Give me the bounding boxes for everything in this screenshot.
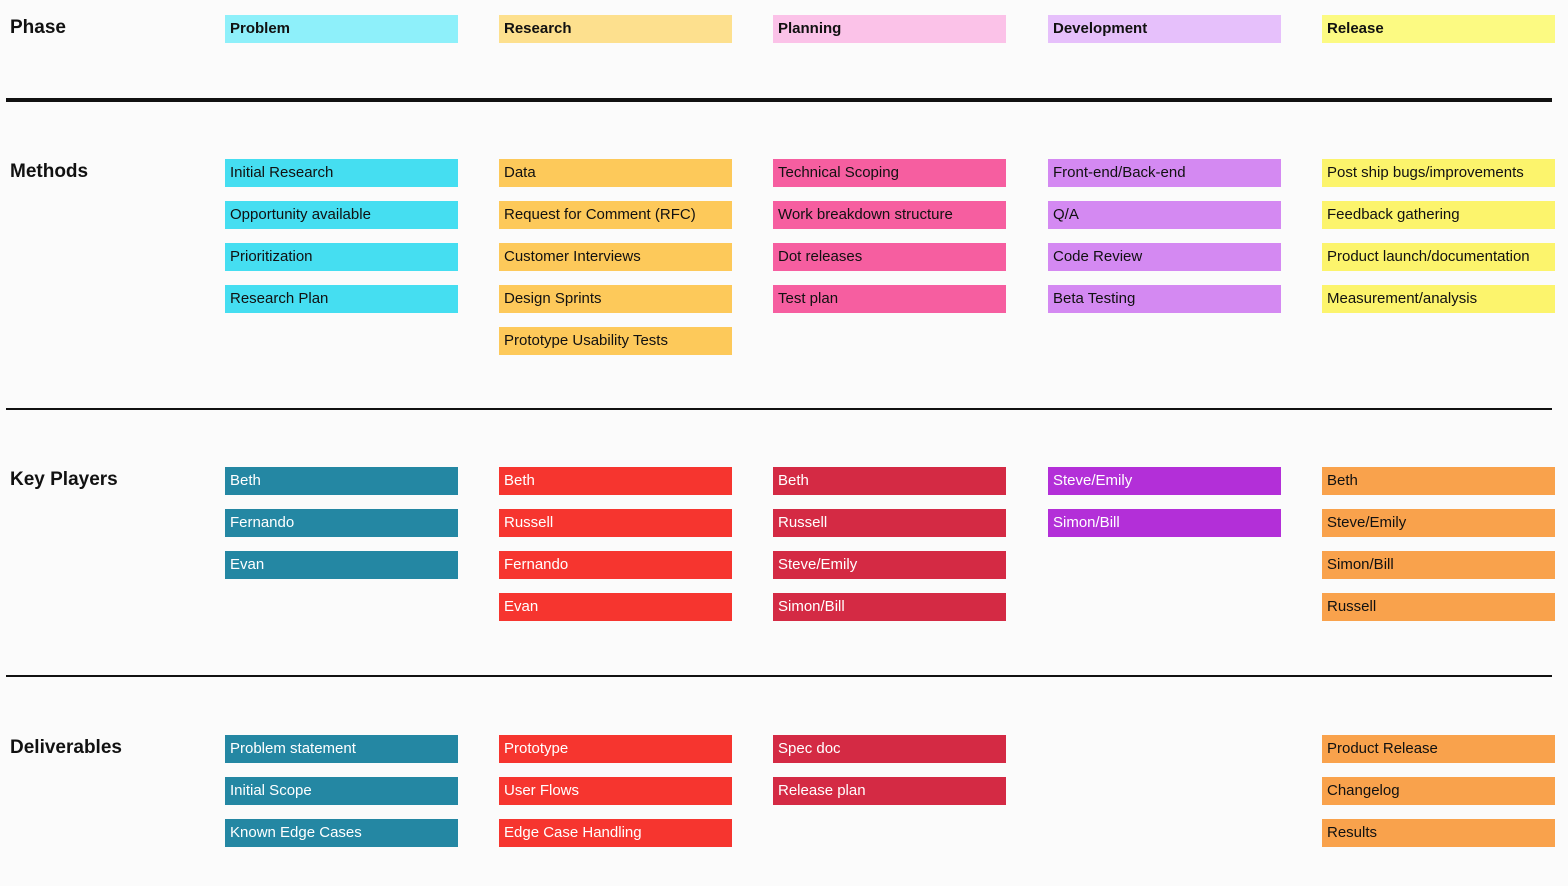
player-tag[interactable]: Russell [773,509,1006,537]
player-tag[interactable]: Steve/Emily [1322,509,1555,537]
player-tag[interactable]: Beth [773,467,1006,495]
deliverable-tag[interactable]: Release plan [773,777,1006,805]
phase-column-release: Release [1322,15,1555,57]
phase-column-research: Research [499,15,732,57]
method-tag[interactable]: Request for Comment (RFC) [499,201,732,229]
key-players-column-release: Beth Steve/Emily Simon/Bill Russell [1322,467,1555,635]
method-tag[interactable]: Design Sprints [499,285,732,313]
phase-tag-research[interactable]: Research [499,15,732,43]
method-tag[interactable]: Customer Interviews [499,243,732,271]
methods-column-planning: Technical Scoping Work breakdown structur… [773,159,1006,327]
phase-tag-planning[interactable]: Planning [773,15,1006,43]
key-players-column-problem: Beth Fernando Evan [225,467,458,593]
player-tag[interactable]: Fernando [225,509,458,537]
player-tag[interactable]: Simon/Bill [1322,551,1555,579]
phase-column-planning: Planning [773,15,1006,57]
player-tag[interactable]: Beth [499,467,732,495]
phase-tag-problem[interactable]: Problem [225,15,458,43]
deliverable-tag[interactable]: Changelog [1322,777,1555,805]
player-tag[interactable]: Steve/Emily [1048,467,1281,495]
player-tag[interactable]: Evan [225,551,458,579]
method-tag[interactable]: Q/A [1048,201,1281,229]
key-players-column-planning: Beth Russell Steve/Emily Simon/Bill [773,467,1006,635]
method-tag[interactable]: Product launch/documentation [1322,243,1555,271]
player-tag[interactable]: Russell [499,509,732,537]
method-tag[interactable]: Beta Testing [1048,285,1281,313]
method-tag[interactable]: Prototype Usability Tests [499,327,732,355]
row-label-deliverables: Deliverables [10,737,122,758]
method-tag[interactable]: Front-end/Back-end [1048,159,1281,187]
method-tag[interactable]: Work breakdown structure [773,201,1006,229]
player-tag[interactable]: Steve/Emily [773,551,1006,579]
methods-column-release: Post ship bugs/improvements Feedback gath… [1322,159,1555,327]
row-label-key-players: Key Players [10,469,118,490]
deliverables-column-release: Product Release Changelog Results [1322,735,1555,861]
deliverable-tag[interactable]: Known Edge Cases [225,819,458,847]
deliverable-tag[interactable]: Product Release [1322,735,1555,763]
deliverable-tag[interactable]: Spec doc [773,735,1006,763]
deliverable-tag[interactable]: Problem statement [225,735,458,763]
player-tag[interactable]: Fernando [499,551,732,579]
row-label-phase: Phase [10,17,66,38]
method-tag[interactable]: Technical Scoping [773,159,1006,187]
player-tag[interactable]: Beth [1322,467,1555,495]
method-tag[interactable]: Opportunity available [225,201,458,229]
player-tag[interactable]: Russell [1322,593,1555,621]
key-players-column-development: Steve/Emily Simon/Bill [1048,467,1281,551]
method-tag[interactable]: Research Plan [225,285,458,313]
method-tag[interactable]: Measurement/analysis [1322,285,1555,313]
deliverable-tag[interactable]: Results [1322,819,1555,847]
method-tag[interactable]: Post ship bugs/improvements [1322,159,1555,187]
phase-column-development: Development [1048,15,1281,57]
phase-tag-release[interactable]: Release [1322,15,1555,43]
deliverables-column-problem: Problem statement Initial Scope Known Edge… [225,735,458,861]
row-label-methods: Methods [10,161,89,182]
method-tag[interactable]: Test plan [773,285,1006,313]
deliverable-tag[interactable]: Edge Case Handling [499,819,732,847]
deliverables-column-research: Prototype User Flows Edge Case Handling [499,735,732,861]
method-tag[interactable]: Dot releases [773,243,1006,271]
key-players-column-research: Beth Russell Fernando Evan [499,467,732,635]
player-tag[interactable]: Simon/Bill [773,593,1006,621]
divider-methods [6,408,1552,410]
deliverable-tag[interactable]: Initial Scope [225,777,458,805]
method-tag[interactable]: Initial Research [225,159,458,187]
deliverable-tag[interactable]: User Flows [499,777,732,805]
phase-column-problem: Problem [225,15,458,57]
method-tag[interactable]: Code Review [1048,243,1281,271]
deliverable-tag[interactable]: Prototype [499,735,732,763]
methods-column-development: Front-end/Back-end Q/A Code Review Beta Tes… [1048,159,1281,327]
method-tag[interactable]: Prioritization [225,243,458,271]
deliverables-column-planning: Spec doc Release plan [773,735,1006,819]
divider-phase [6,98,1552,102]
divider-key-players [6,675,1552,677]
method-tag[interactable]: Feedback gathering [1322,201,1555,229]
player-tag[interactable]: Beth [225,467,458,495]
method-tag[interactable]: Data [499,159,732,187]
player-tag[interactable]: Simon/Bill [1048,509,1281,537]
methods-column-problem: Initial Research Opportunity available Pri… [225,159,458,327]
phase-tag-development[interactable]: Development [1048,15,1281,43]
methods-column-research: Data Request for Comment (RFC) Customer In… [499,159,732,369]
player-tag[interactable]: Evan [499,593,732,621]
